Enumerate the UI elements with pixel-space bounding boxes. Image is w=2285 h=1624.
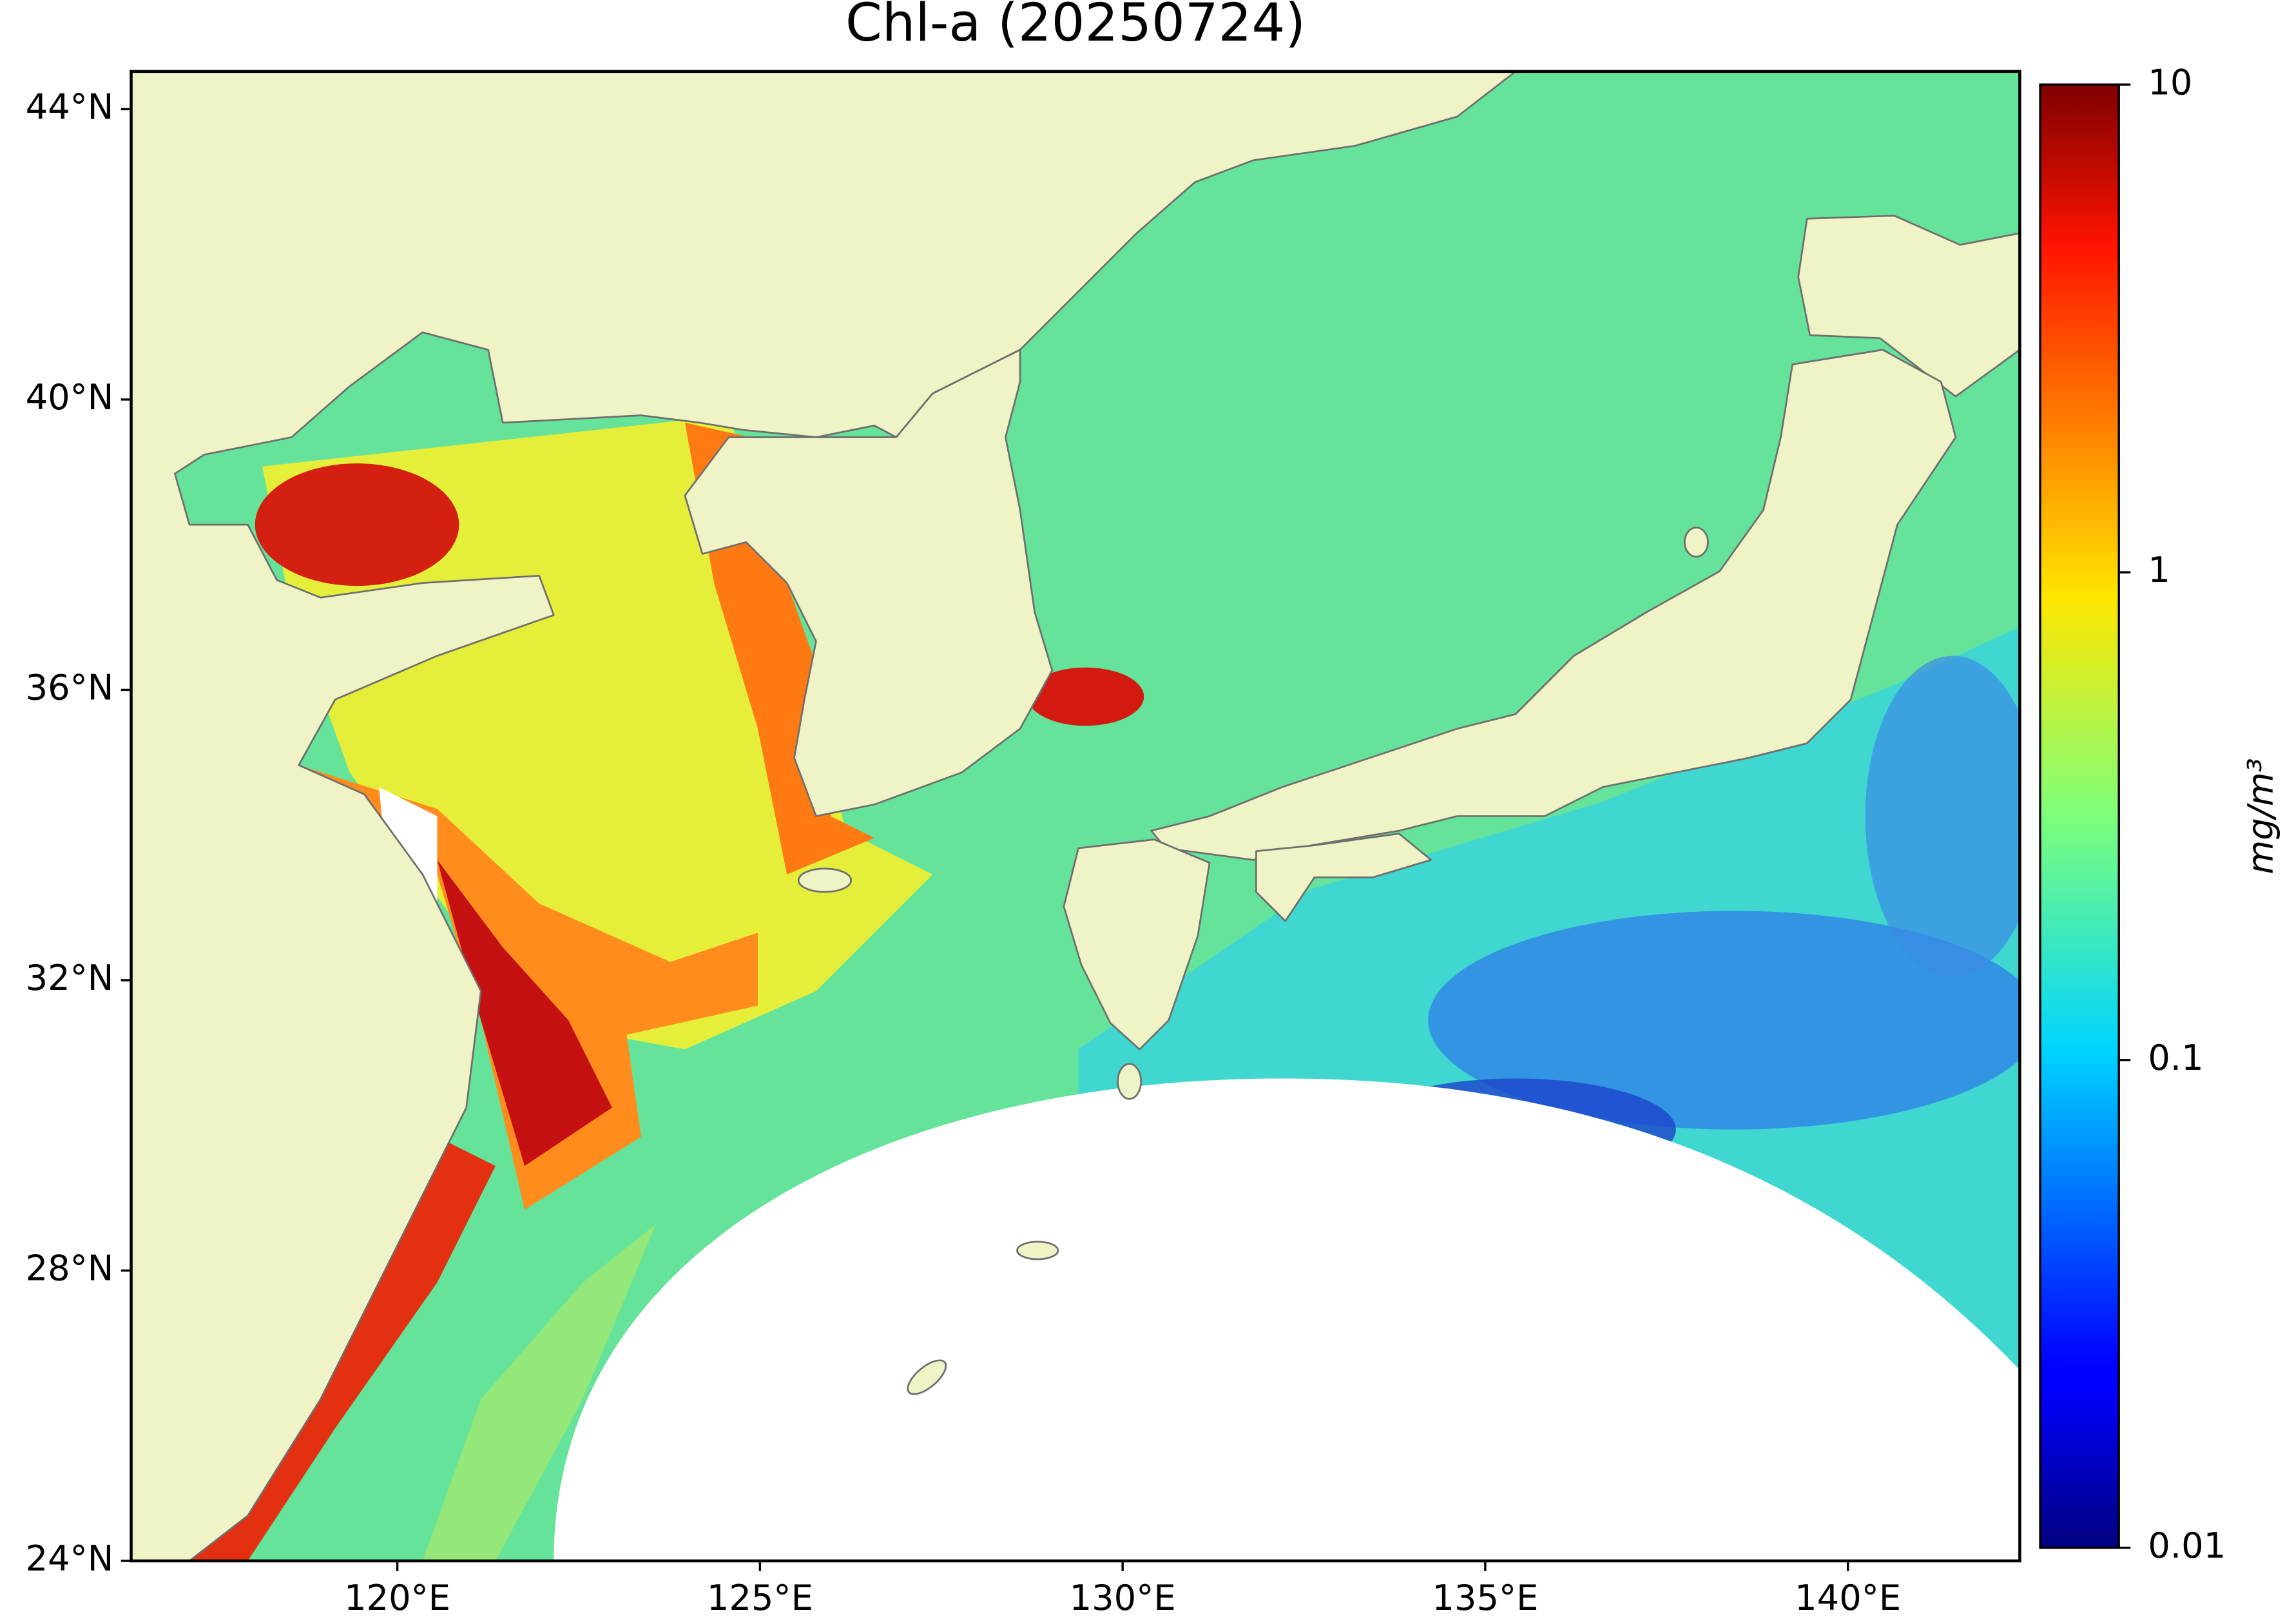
map-frame xyxy=(130,70,2021,1563)
x-tick-label: 125°E xyxy=(707,1578,813,1618)
y-tick-label: 28°N xyxy=(26,1248,114,1289)
kyushu xyxy=(1063,838,1211,1050)
ticks: 120°E 125°E 130°E 135°E 140°E 24°N 28°N 32°N 36°… xyxy=(26,62,2282,1618)
colorbar-tick-label: 10 xyxy=(2148,62,2192,102)
colorbar-tick-label: 0.1 xyxy=(2148,1038,2203,1078)
coastal-bloom xyxy=(437,860,612,1166)
jeju xyxy=(797,867,853,893)
low-chl-patch xyxy=(1865,655,2020,977)
no-data xyxy=(554,1078,2020,1561)
map-title: Chl-a (20250724) xyxy=(845,0,1306,53)
strait-bloom xyxy=(1027,667,1144,726)
low-chl-eddy xyxy=(1428,911,2020,1130)
island xyxy=(1117,1063,1142,1100)
y-tick-label: 36°N xyxy=(26,668,114,708)
bohai-bloom xyxy=(255,463,459,586)
x-tick-label: 120°E xyxy=(344,1578,450,1618)
colorbar-tick-label: 0.01 xyxy=(2148,1525,2226,1566)
y-tick-label: 32°N xyxy=(26,958,114,998)
x-tick-label: 140°E xyxy=(1795,1578,1901,1618)
korea xyxy=(684,349,1054,817)
colorbar xyxy=(2039,83,2120,1549)
shikoku xyxy=(1255,833,1432,922)
colorbar-label: mg/m³ xyxy=(2241,758,2281,874)
y-tick-label: 24°N xyxy=(26,1538,114,1579)
sparse-data xyxy=(422,1224,656,1561)
island xyxy=(907,1359,947,1395)
x-tick-label: 130°E xyxy=(1070,1578,1176,1618)
colorbar-tick-label: 1 xyxy=(2148,550,2170,590)
island xyxy=(1016,1241,1059,1261)
mainland xyxy=(131,71,1517,1561)
hokkaido xyxy=(1797,215,2020,398)
island xyxy=(1683,527,1709,558)
y-tick-label: 44°N xyxy=(26,87,114,128)
y-tick-label: 40°N xyxy=(26,377,114,418)
map-area xyxy=(131,71,2020,1561)
x-tick-label: 135°E xyxy=(1432,1578,1538,1618)
